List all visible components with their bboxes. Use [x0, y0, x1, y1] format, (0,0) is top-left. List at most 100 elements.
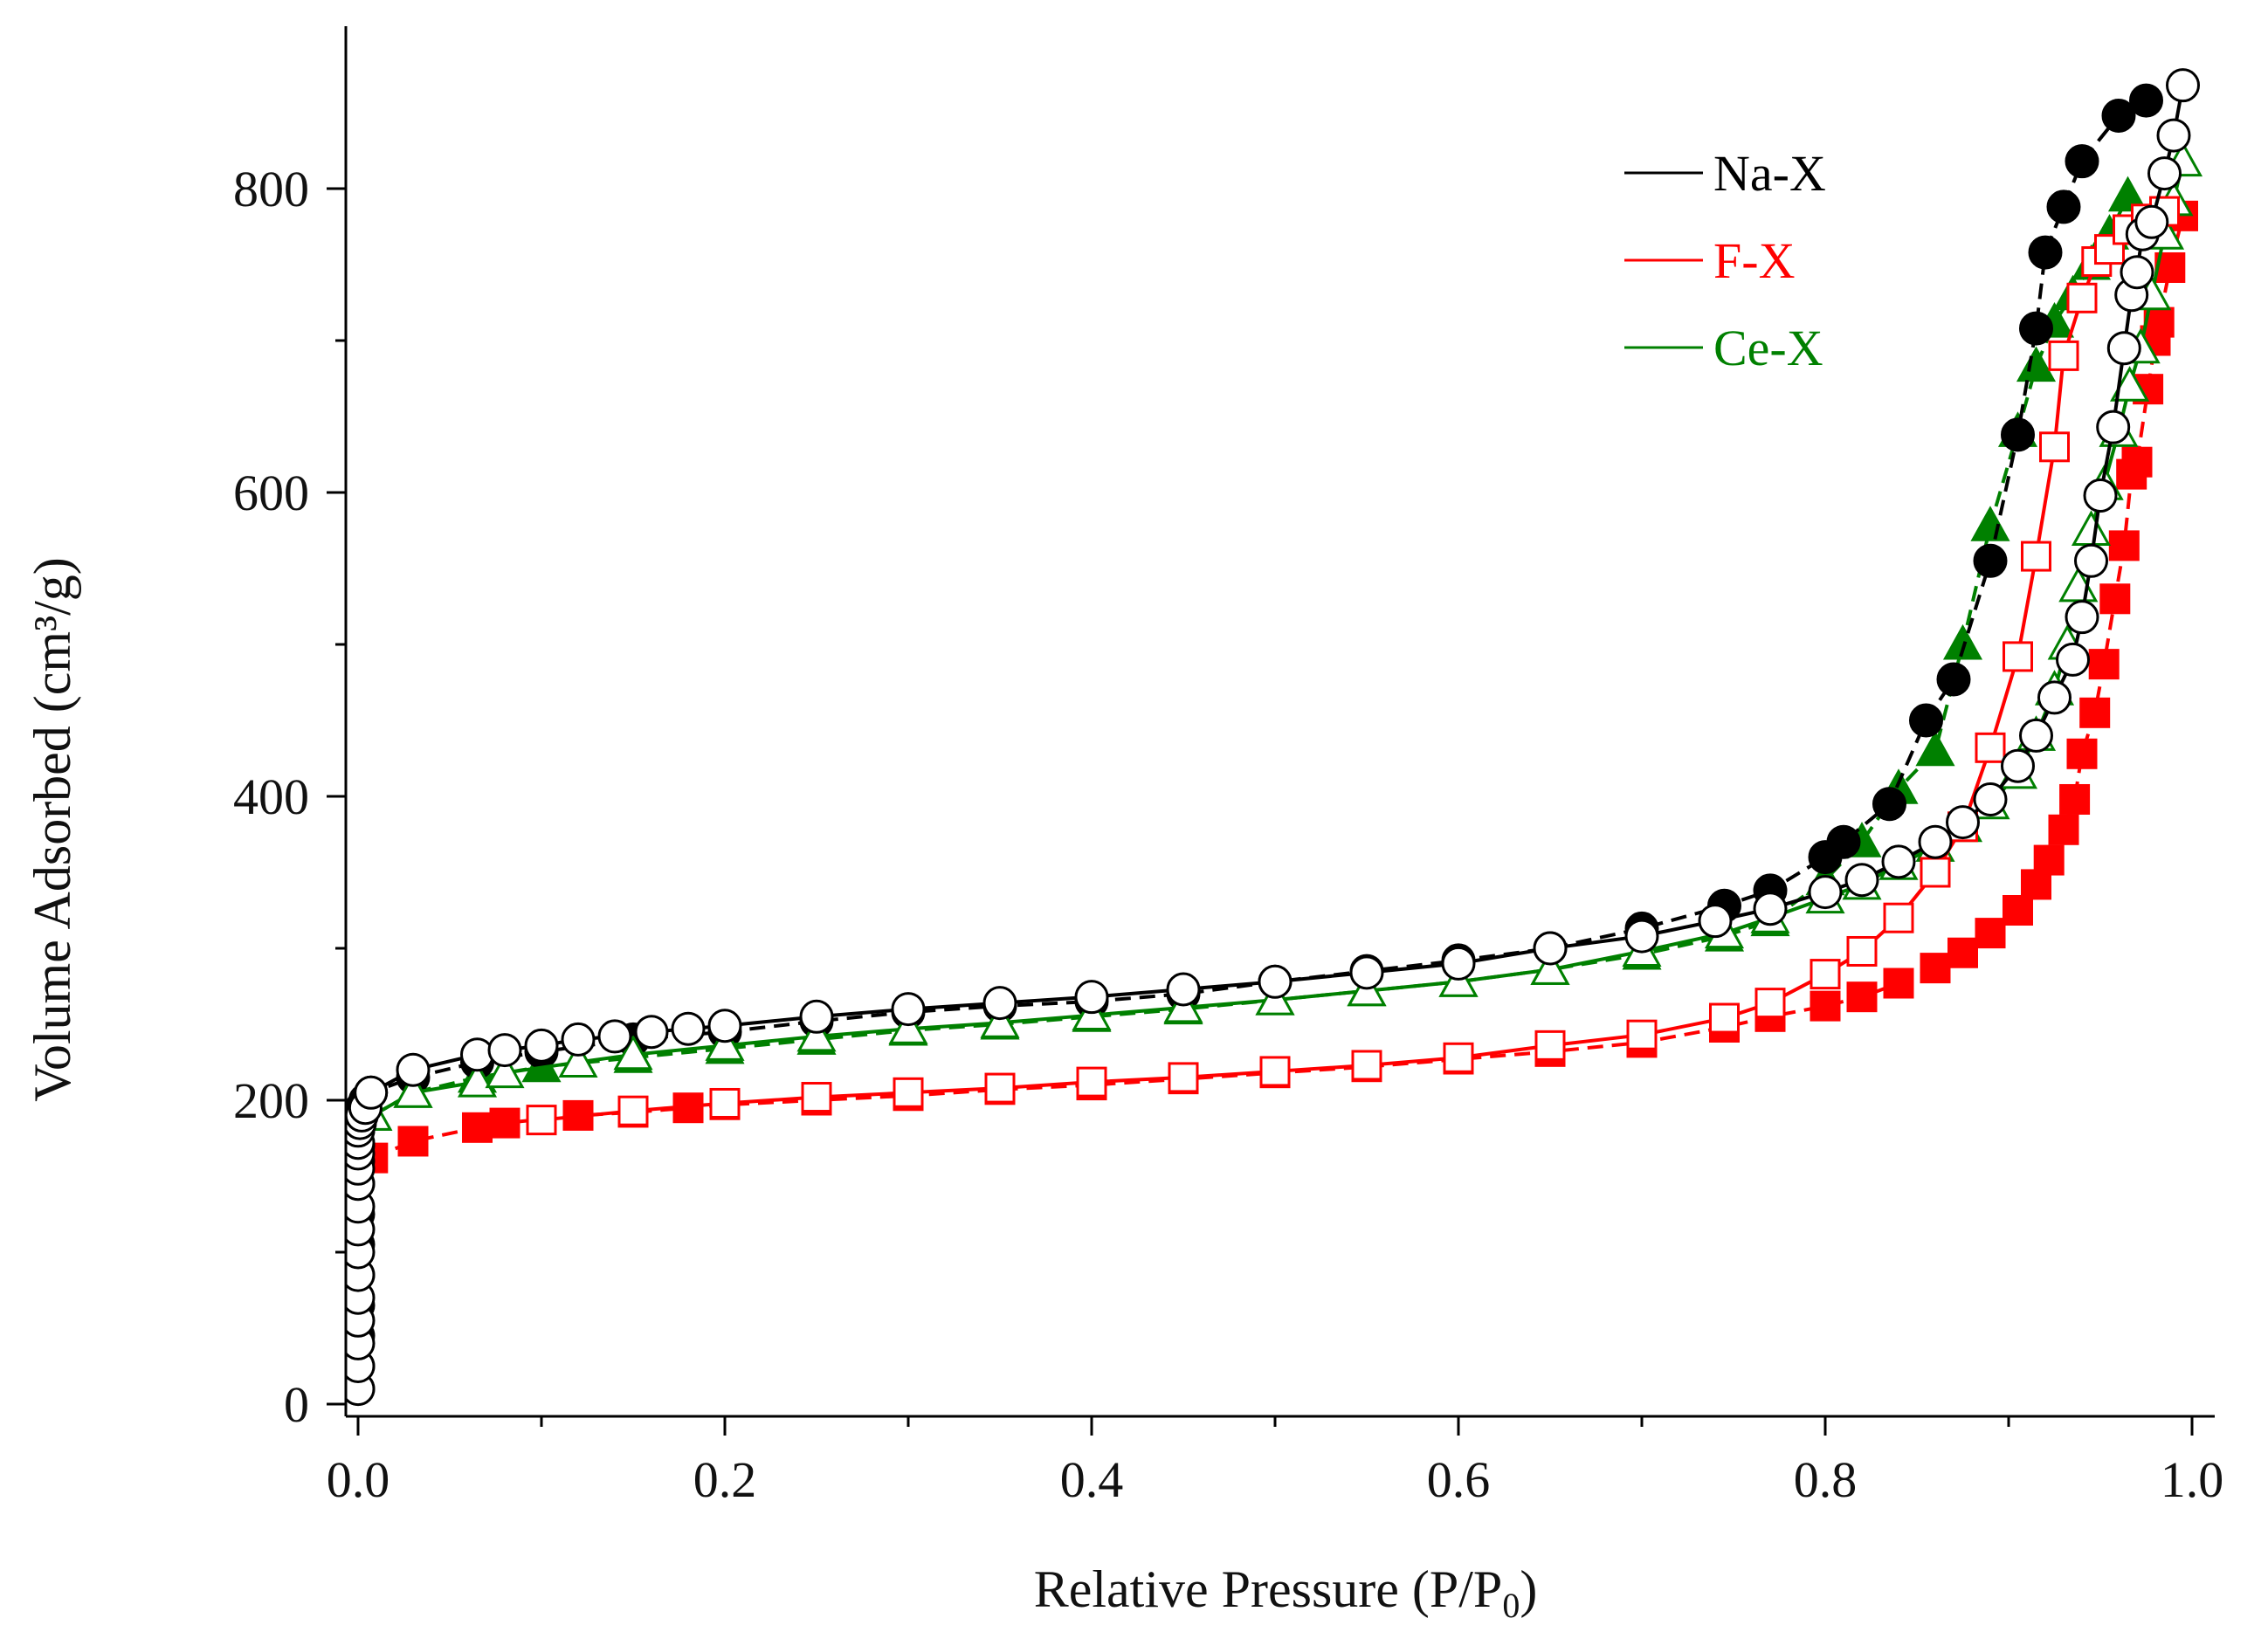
data-point-circle — [2074, 543, 2108, 578]
data-point-square — [984, 1072, 1016, 1104]
data-point-circle — [2156, 118, 2191, 153]
x-axis-title-sub: 0 — [1502, 1586, 1520, 1625]
data-point-square — [2066, 282, 2098, 313]
data-point-square — [2039, 431, 2070, 463]
series-line — [356, 99, 2147, 1389]
data-point-triangle — [485, 1052, 525, 1089]
x-tick-label: 0.6 — [1427, 1451, 1491, 1508]
data-point-square — [1076, 1066, 1107, 1098]
data-point-circle — [1909, 703, 1943, 738]
data-point-circle — [2065, 600, 2099, 635]
x-tick-label: 0.0 — [327, 1451, 390, 1508]
data-point-square — [1443, 1042, 1474, 1073]
data-point-triangle — [2107, 176, 2148, 212]
x-tick-label: 0.4 — [1060, 1451, 1124, 1508]
data-point-square — [2099, 583, 2131, 615]
data-point-square — [1259, 1056, 1291, 1087]
x-tick-label: 0.8 — [1794, 1451, 1858, 1508]
data-point-square — [2079, 697, 2111, 728]
data-point-circle — [2101, 98, 2136, 133]
data-point-circle — [487, 1033, 522, 1068]
data-point-circle — [1936, 662, 1971, 697]
data-point-square — [893, 1077, 924, 1108]
data-point-circle — [2096, 410, 2131, 444]
data-point-square — [1975, 732, 2006, 763]
data-point-square — [617, 1095, 649, 1126]
data-point-circle — [1533, 931, 1568, 966]
data-point-square — [2066, 738, 2098, 769]
data-point-square — [1947, 937, 1978, 968]
data-point-circle — [1258, 964, 1293, 999]
legend-label: Na-X — [1713, 145, 1826, 202]
data-point-square — [2003, 641, 2033, 672]
data-point-circle — [1881, 844, 1916, 879]
data-point-circle — [2147, 156, 2182, 191]
series-na-x-desorption — [346, 68, 2200, 1407]
axis-ticks — [327, 187, 2194, 1436]
data-point-circle — [1808, 875, 1843, 910]
y-tick-label: 800 — [233, 161, 309, 217]
x-tick-label: 0.2 — [693, 1451, 757, 1508]
data-point-circle — [891, 992, 926, 1027]
legend: Na-X F-X Ce-X — [1624, 145, 1826, 376]
data-point-circle — [1698, 904, 1733, 939]
data-point-square — [1168, 1062, 1199, 1093]
data-point-circle — [1166, 972, 1201, 1007]
data-point-square — [2121, 446, 2153, 478]
legend-label: F-X — [1713, 232, 1795, 289]
data-point-circle — [982, 986, 1017, 1021]
data-point-square — [709, 1087, 741, 1119]
data-point-square — [1351, 1050, 1382, 1081]
data-point-triangle — [613, 1034, 653, 1071]
data-point-triangle — [888, 1009, 928, 1044]
data-point-circle — [1624, 919, 1659, 954]
y-tick-label: 400 — [233, 768, 309, 825]
data-point-triangle — [796, 1016, 837, 1052]
data-point-circle — [2120, 255, 2154, 290]
data-point-circle — [1074, 980, 1109, 1015]
data-point-square — [2048, 814, 2079, 845]
data-point-circle — [396, 1052, 431, 1087]
data-point-square — [2088, 649, 2120, 680]
data-point-circle — [2056, 642, 2090, 677]
data-point-square — [2033, 844, 2065, 876]
data-point-circle — [707, 1009, 742, 1043]
data-point-circle — [634, 1015, 669, 1050]
data-point-square — [2003, 895, 2033, 926]
data-point-circle — [460, 1037, 494, 1072]
data-point-square — [2108, 530, 2140, 561]
data-point-circle — [1753, 892, 1788, 926]
data-point-circle — [2129, 83, 2163, 118]
data-point-square — [2048, 340, 2079, 371]
data-point-circle — [2037, 680, 2072, 715]
data-point-circle — [1973, 782, 2008, 816]
data-point-triangle — [2016, 346, 2057, 382]
data-point-square — [397, 1126, 429, 1157]
x-tick-label: 1.0 — [2161, 1451, 2224, 1508]
data-point-triangle — [1530, 949, 1570, 985]
data-point-circle — [1918, 824, 1953, 859]
series-layer — [346, 68, 2203, 1407]
data-point-circle — [2083, 478, 2118, 513]
data-point-circle — [2001, 417, 2035, 452]
data-point-square — [801, 1082, 832, 1113]
data-point-square — [1975, 918, 2006, 949]
data-point-circle — [1872, 787, 1906, 822]
data-point-circle — [2166, 68, 2200, 103]
data-point-triangle — [2110, 366, 2150, 402]
data-point-square — [1709, 1002, 1740, 1034]
data-point-square — [1534, 1030, 1566, 1061]
data-point-square — [1754, 988, 1786, 1019]
data-point-square — [1920, 953, 1951, 984]
data-point-square — [462, 1112, 493, 1143]
x-axis-title: Relative Pressure (P/P0) — [1034, 1560, 1538, 1625]
data-point-circle — [1973, 543, 2008, 578]
data-point-triangle — [1942, 623, 1983, 660]
data-point-square — [526, 1105, 557, 1136]
data-point-circle — [2019, 718, 2053, 753]
data-point-circle — [799, 999, 834, 1034]
data-point-square — [2021, 541, 2051, 572]
data-point-circle — [354, 1075, 389, 1110]
x-axis-title-end: ) — [1520, 1560, 1537, 1618]
